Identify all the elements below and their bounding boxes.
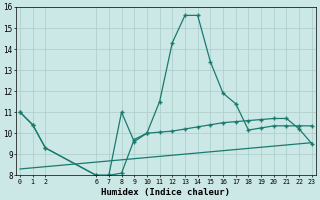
X-axis label: Humidex (Indice chaleur): Humidex (Indice chaleur)	[101, 188, 230, 197]
